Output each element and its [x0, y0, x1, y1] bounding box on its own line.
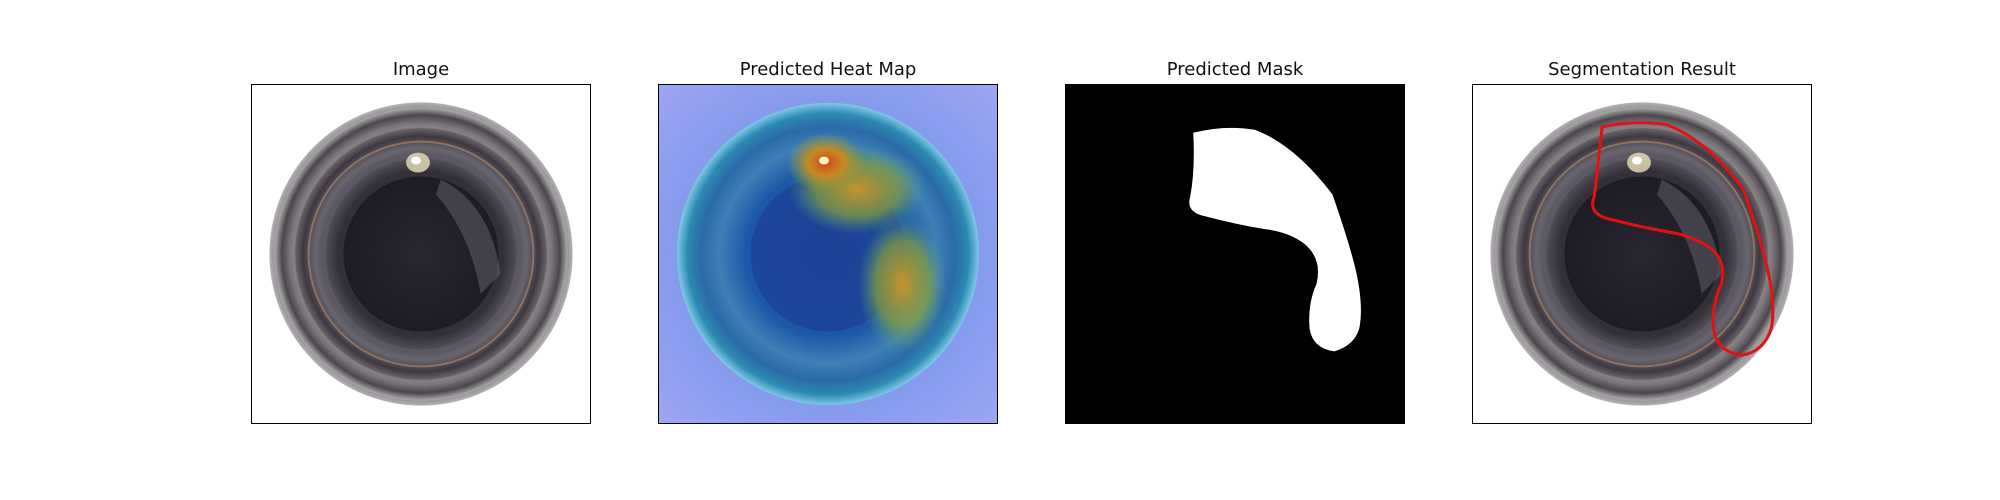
panel-title-image: Image	[392, 59, 450, 80]
panel-title-segmentation: Segmentation Result	[1548, 59, 1736, 80]
segmentation-frame	[1472, 84, 1812, 424]
mask-frame	[1065, 84, 1405, 424]
image-frame	[251, 84, 591, 424]
panel-title-heatmap: Predicted Heat Map	[739, 59, 917, 80]
segmentation-image	[1473, 85, 1811, 423]
panel-title-mask: Predicted Mask	[1166, 59, 1304, 80]
predicted-mask-image	[1066, 85, 1404, 423]
bottle-image	[252, 85, 590, 423]
heatmap-frame	[658, 84, 998, 424]
heat-map-image	[659, 85, 997, 423]
mask-region	[1189, 127, 1361, 352]
segmentation-contour	[1591, 121, 1775, 357]
